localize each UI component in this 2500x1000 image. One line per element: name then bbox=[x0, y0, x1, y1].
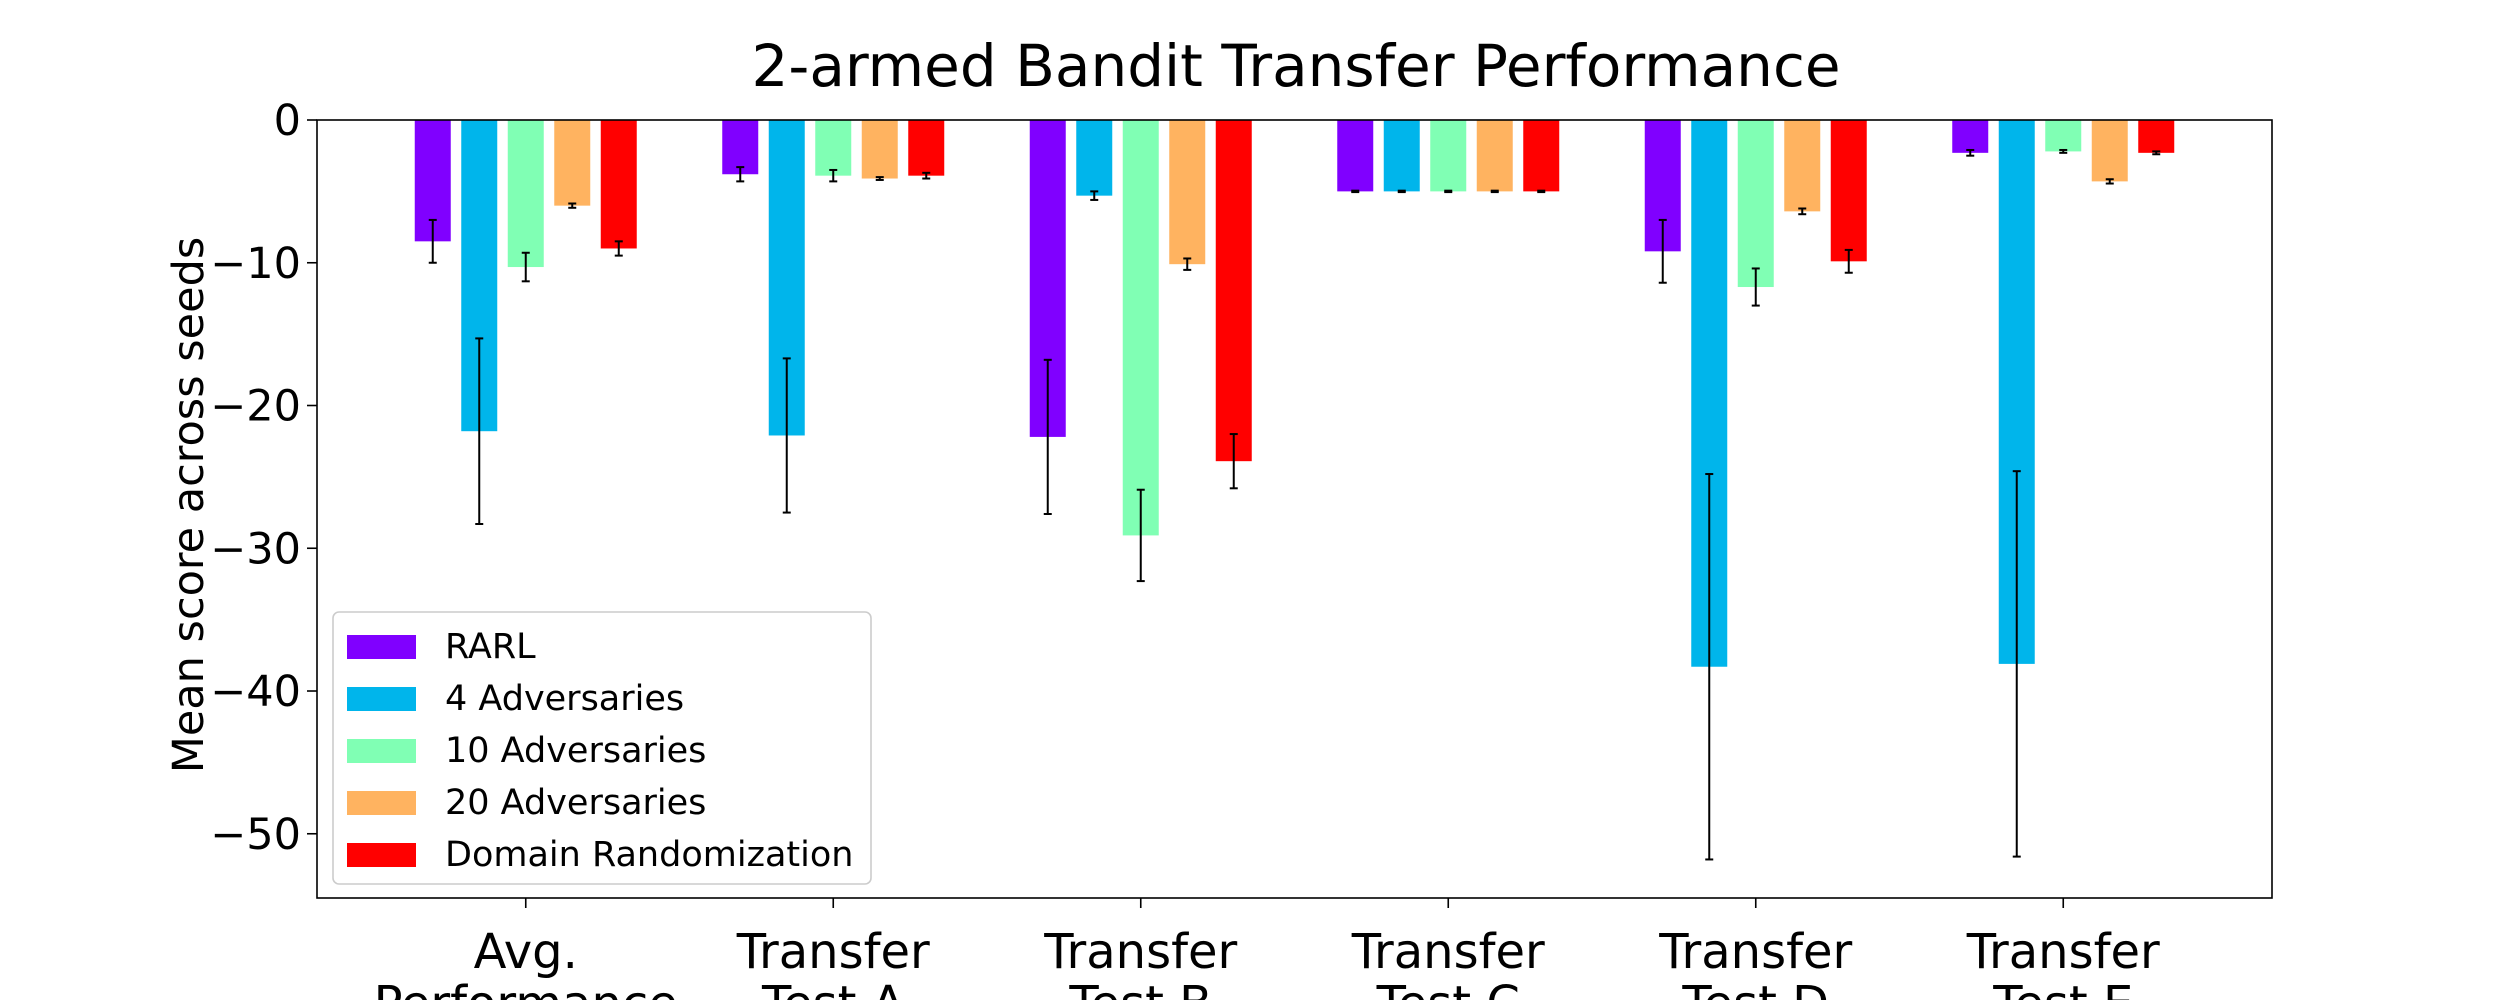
x-tick-label: Test A bbox=[761, 976, 905, 1000]
x-tick-label: Test B bbox=[1068, 976, 1212, 1000]
bar bbox=[507, 120, 544, 268]
bar bbox=[908, 120, 945, 176]
x-tick-label: Performance bbox=[374, 976, 678, 1000]
bar bbox=[861, 120, 898, 179]
x-tick-label: Avg. bbox=[474, 924, 578, 980]
chart-title: 2-armed Bandit Transfer Performance bbox=[751, 32, 1840, 100]
legend-swatch bbox=[347, 739, 416, 763]
legend-box bbox=[332, 611, 872, 885]
bars bbox=[414, 120, 2175, 667]
bar bbox=[600, 120, 637, 249]
bar bbox=[1830, 120, 1867, 262]
y-tick-label: −50 bbox=[210, 810, 301, 860]
bar bbox=[1523, 120, 1560, 192]
bar bbox=[1337, 120, 1374, 192]
bar bbox=[815, 120, 852, 176]
legend-label: 10 Adversaries bbox=[445, 731, 706, 771]
legend: RARL 4 Adversaries 10 Adversaries 20 Advers… bbox=[332, 611, 872, 885]
plot-frame bbox=[316, 119, 2273, 899]
x-tick-label: Transfer bbox=[736, 924, 930, 980]
y-tick-label: 0 bbox=[274, 96, 301, 146]
bar bbox=[1383, 120, 1420, 192]
legend-swatch bbox=[347, 791, 416, 815]
legend-swatch bbox=[347, 687, 416, 711]
legend-swatch bbox=[347, 843, 416, 867]
bar bbox=[2045, 120, 2082, 152]
bar bbox=[1122, 120, 1159, 536]
legend-label: 20 Adversaries bbox=[445, 783, 706, 823]
y-tick-label: −20 bbox=[210, 382, 301, 432]
bar bbox=[722, 120, 759, 175]
legend-label: 4 Adversaries bbox=[445, 679, 684, 719]
bar bbox=[1784, 120, 1821, 212]
x-tick-label: Transfer bbox=[1351, 924, 1545, 980]
bar bbox=[1737, 120, 1774, 288]
bar bbox=[1215, 120, 1252, 462]
legend-label: RARL bbox=[445, 627, 536, 667]
x-tick-label: Transfer bbox=[1043, 924, 1237, 980]
bar bbox=[1476, 120, 1513, 192]
bar bbox=[1430, 120, 1467, 192]
y-tick-label: −30 bbox=[210, 524, 301, 574]
bar bbox=[1076, 120, 1113, 196]
error-bars bbox=[428, 148, 2161, 861]
x-tick-label: Test D bbox=[1681, 976, 1829, 1000]
bar bbox=[1169, 120, 1206, 265]
legend-label: Domain Randomization bbox=[445, 835, 853, 875]
bar bbox=[2138, 120, 2175, 153]
y-tick-label: −40 bbox=[210, 667, 301, 717]
y-axis-ticks: 0 −10 −20 −30 −40 −50 bbox=[210, 96, 317, 860]
bar bbox=[1952, 120, 1989, 153]
y-axis-label: Mean score across seeds bbox=[164, 237, 214, 774]
x-tick-label: Test C bbox=[1376, 976, 1520, 1000]
x-tick-label: Test E bbox=[1992, 976, 2133, 1000]
bar bbox=[554, 120, 591, 206]
x-tick-label: Transfer bbox=[1658, 924, 1852, 980]
legend-swatch bbox=[347, 635, 416, 659]
x-tick-label: Transfer bbox=[1966, 924, 2160, 980]
x-axis-ticks: Avg.PerformanceTransferTest ATransferTes… bbox=[374, 898, 2160, 1000]
y-tick-label: −10 bbox=[210, 239, 301, 289]
bar bbox=[2091, 120, 2128, 182]
